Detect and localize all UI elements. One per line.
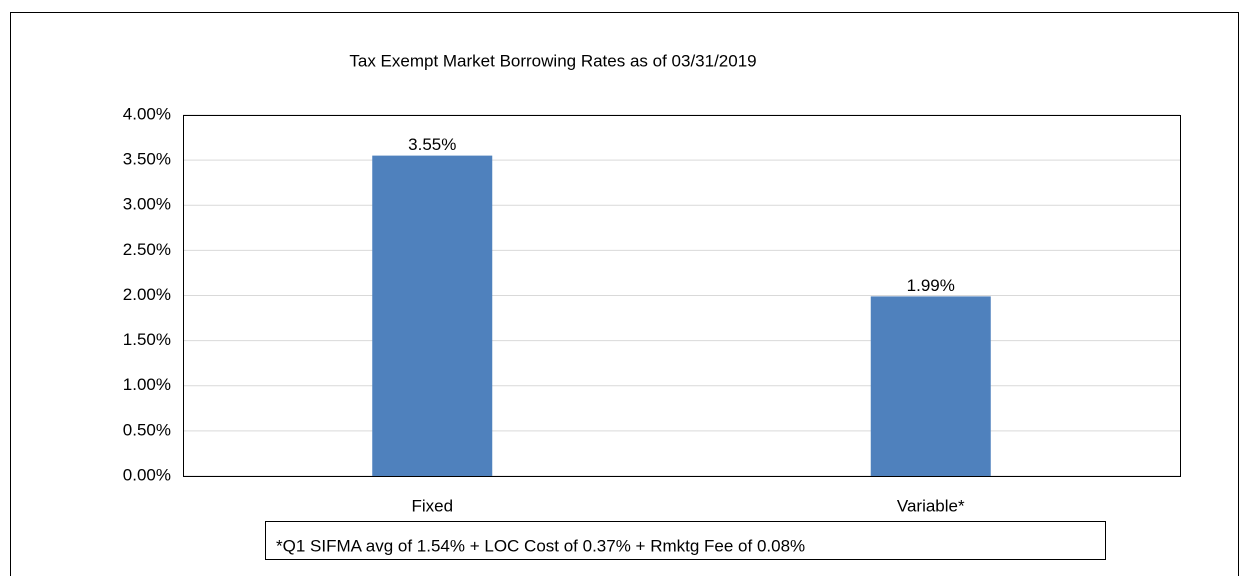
- value-label: 3.55%: [408, 135, 456, 154]
- plot-border: [183, 115, 1181, 477]
- annotation-box: [265, 521, 1106, 560]
- y-tick-label: 0.00%: [123, 465, 171, 484]
- x-tick-label: Fixed: [411, 496, 453, 515]
- annotation: *Q1 SIFMA avg of 1.54% + LOC Cost of 0.3…: [276, 536, 805, 555]
- y-tick-label: 1.00%: [123, 375, 171, 394]
- y-tick-label: 3.50%: [123, 150, 171, 169]
- y-tick-label: 3.00%: [123, 195, 171, 214]
- x-tick-label: Variable*: [897, 496, 965, 515]
- y-tick-label: 1.50%: [123, 330, 171, 349]
- y-tick-label: 2.50%: [123, 240, 171, 259]
- bar: [372, 155, 493, 477]
- bar: [870, 296, 991, 476]
- y-tick-label: 0.50%: [123, 420, 171, 439]
- chart-title: Tax Exempt Market Borrowing Rates as of …: [349, 51, 756, 70]
- y-tick-label: 4.00%: [123, 104, 171, 123]
- value-label: 1.99%: [907, 276, 955, 295]
- chart-border: [10, 12, 1239, 576]
- y-tick-label: 2.00%: [123, 285, 171, 304]
